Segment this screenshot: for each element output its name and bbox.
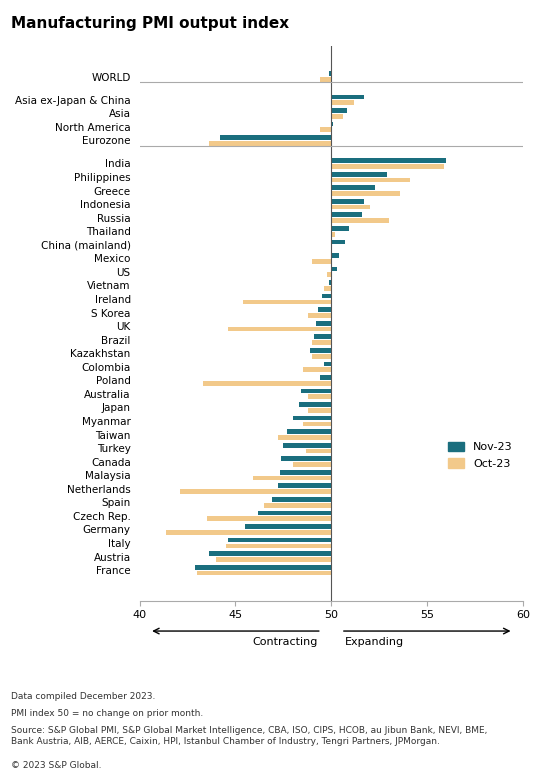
Bar [331,226,349,231]
Bar [320,77,331,82]
Bar [331,95,364,99]
Bar [287,429,331,434]
Bar [301,389,331,393]
Bar [180,490,331,494]
Bar [324,361,331,366]
Text: Data compiled December 2023.: Data compiled December 2023. [11,692,155,701]
Bar [331,218,389,223]
Bar [226,543,331,548]
Bar [331,108,347,113]
Legend: Nov-23, Oct-23: Nov-23, Oct-23 [444,437,517,473]
Text: Contracting: Contracting [252,637,318,647]
Bar [264,503,331,508]
Bar [331,239,345,244]
Bar [331,253,339,258]
Bar [331,114,343,119]
Bar [331,122,333,127]
Bar [228,327,331,332]
Bar [245,524,331,529]
Bar [312,353,331,358]
Bar [312,340,331,345]
Bar [203,381,331,386]
Bar [209,551,331,556]
Bar [320,375,331,380]
Bar [302,368,331,372]
Bar [308,394,331,399]
Text: Manufacturing PMI output index: Manufacturing PMI output index [11,16,289,30]
Bar [331,199,364,203]
Text: PMI index 50 = no change on prior month.: PMI index 50 = no change on prior month. [11,709,203,719]
Bar [316,321,331,325]
Bar [293,462,331,467]
Text: Expanding: Expanding [345,637,404,647]
Bar [331,100,354,105]
Bar [293,416,331,421]
Bar [331,231,335,236]
Bar [308,408,331,413]
Bar [331,185,376,190]
Bar [331,213,362,217]
Bar [272,497,331,502]
Bar [277,483,331,488]
Bar [322,294,331,299]
Bar [253,475,331,480]
Bar [312,259,331,264]
Bar [243,300,331,304]
Bar [324,286,331,291]
Bar [329,71,331,76]
Bar [277,435,331,439]
Bar [258,511,331,515]
Bar [331,267,337,271]
Bar [281,457,331,461]
Bar [310,348,331,353]
Bar [195,565,331,569]
Bar [331,178,410,182]
Bar [331,172,387,177]
Bar [329,280,331,285]
Bar [308,313,331,317]
Bar [331,164,444,169]
Bar [283,443,331,447]
Bar [209,141,331,145]
Bar [228,538,331,543]
Bar [197,571,331,576]
Text: © 2023 S&P Global.: © 2023 S&P Global. [11,761,101,770]
Bar [216,557,331,561]
Bar [320,127,331,132]
Bar [220,135,331,140]
Bar [318,307,331,312]
Bar [328,272,331,277]
Bar [302,421,331,426]
Bar [331,191,401,196]
Bar [280,470,331,475]
Bar [331,158,446,163]
Bar [314,335,331,339]
Bar [299,402,331,407]
Bar [166,530,331,535]
Bar [331,205,370,210]
Bar [207,516,331,521]
Text: Source: S&P Global PMI, S&P Global Market Intelligence, CBA, ISO, CIPS, HCOB, au: Source: S&P Global PMI, S&P Global Marke… [11,726,487,746]
Bar [306,449,331,454]
